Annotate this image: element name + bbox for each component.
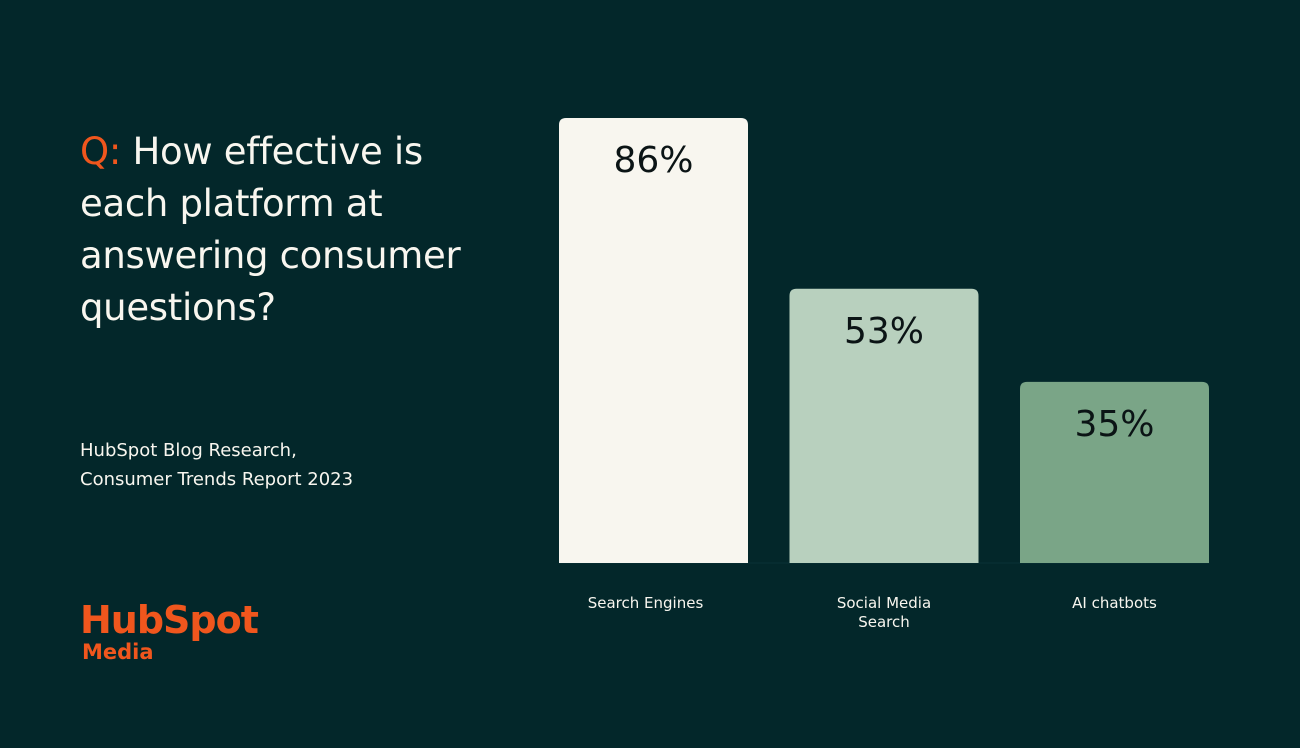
source-line-2: Consumer Trends Report 2023 [80,469,354,490]
question-title: Q: How effective is each platform at ans… [80,126,500,334]
question-text: How effective is each platform at answer… [80,130,461,329]
bar-2 [1020,381,1209,563]
hubspot-media-logo: HubSpot Media [80,598,259,664]
category-label-1: Social Media [837,594,931,612]
bar-value-label-0: 86% [613,140,693,181]
bar-value-label-1: 53% [844,311,924,352]
category-label-0: Search Engines [588,594,704,612]
category-label-2: AI chatbots [1072,594,1157,612]
bar-value-label-2: 35% [1074,404,1154,445]
logo-sub: Media [82,640,154,664]
bar-1 [789,288,979,563]
bar-0 [559,118,748,563]
source-line-1: HubSpot Blog Research, [80,440,297,461]
source-note: HubSpot Blog Research, Consumer Trends R… [80,436,353,494]
logo-brand: HubSpot [80,598,259,642]
question-prefix: Q: [80,130,121,173]
category-label-1: Search [858,613,910,631]
